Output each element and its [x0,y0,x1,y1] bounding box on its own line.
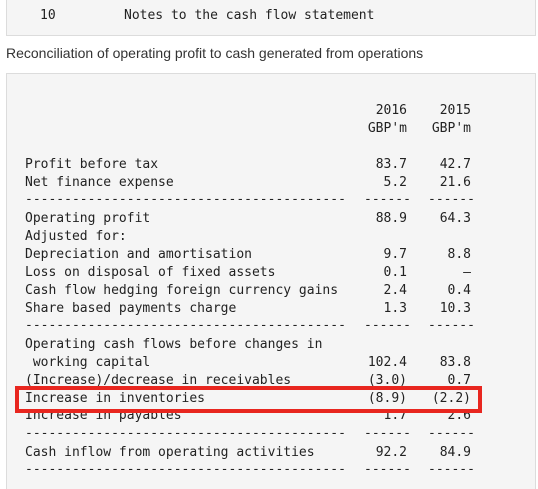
rule-2015: ------ [428,192,475,207]
row-value-2015: 84.9 [439,445,471,460]
row-label: Increase in payables [25,408,182,423]
rule-2015: ------ [428,462,475,477]
rule-2016: ------ [364,426,411,441]
row-value-2016: 2.4 [383,283,407,298]
row-value-2016: 88.9 [375,211,407,226]
row-value-2016: 1.3 [383,301,407,316]
row-value-2016: 9.7 [383,247,407,262]
row-value-2015: 64.3 [439,211,471,226]
row-value-2015: – [463,265,471,280]
rule-2015: ------ [428,426,475,441]
row-value-2016: 92.2 [375,445,407,460]
note-number: 10 [40,8,56,23]
row-value-2015: (2.2) [431,391,471,406]
row-label: Loss on disposal of fixed assets [25,265,276,280]
note-header-box: 10 Notes to the cash flow statement [6,0,536,36]
rule-2015: ------ [428,318,475,333]
row-value-2015: 2.6 [447,408,471,423]
statement-box: 2016 2015 GBP'm GBP'm Profit before tax … [6,73,536,489]
row-value-2016: (8.9) [367,391,407,406]
row-value-2015: 0.4 [447,283,471,298]
row-label: (Increase)/decrease in receivables [25,373,292,388]
row-label: Depreciation and amortisation [25,247,252,262]
rule-2016: ------ [364,192,411,207]
rule-label: ----------------------------------------… [25,318,346,333]
rule-2016: ------ [364,318,411,333]
rule-label: ----------------------------------------… [25,426,346,441]
section-heading: Reconciliation of operating profit to ca… [6,45,424,61]
rule-label: ----------------------------------------… [25,462,346,477]
row-value-2015: 83.8 [439,355,471,370]
row-label: Adjusted for: [25,229,127,244]
row-label: Net finance expense [25,175,174,190]
row-label: Operating profit [25,211,151,226]
row-value-2016: 0.1 [383,265,407,280]
col-header-2015: 2015 [439,103,471,118]
row-label: Cash inflow from operating activities [25,445,315,460]
rule-2016: ------ [364,462,411,477]
row-label: Share based payments charge [25,301,237,316]
col-unit-2016: GBP'm [367,121,407,136]
row-value-2015: 8.8 [447,247,471,262]
col-header-2016: 2016 [375,103,407,118]
row-value-2015: 21.6 [439,175,471,190]
row-value-2015: 42.7 [439,157,471,172]
row-value-2016: 5.2 [383,175,407,190]
col-unit-2015: GBP'm [431,121,471,136]
row-value-2016: 102.4 [367,355,407,370]
row-label: Operating cash flows before changes in [25,337,323,352]
row-label: Profit before tax [25,157,159,172]
note-title: Notes to the cash flow statement [124,8,375,23]
row-value-2015: 0.7 [447,373,471,388]
rule-label: ----------------------------------------… [25,192,346,207]
row-label: working capital [25,355,151,370]
row-label: Cash flow hedging foreign currency gains [25,283,339,298]
row-value-2016: 83.7 [375,157,407,172]
row-value-2015: 10.3 [439,301,471,316]
row-label-highlighted: Increase in inventories [25,391,206,406]
row-value-2016: (3.0) [367,373,407,388]
